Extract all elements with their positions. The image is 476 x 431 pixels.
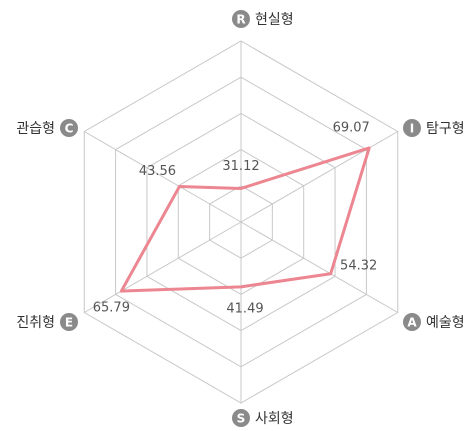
- spoke: [240, 221, 399, 313]
- value-label: 69.07: [333, 120, 370, 135]
- category-badge: [60, 119, 78, 137]
- category-badge: [232, 10, 250, 28]
- category-label: 진취형: [16, 315, 55, 331]
- spoke: [83, 131, 242, 223]
- category-label: 예술형: [426, 315, 465, 331]
- category-label: 현실형: [255, 12, 294, 28]
- value-label: 65.79: [93, 301, 130, 316]
- category-label: 탐구형: [426, 121, 465, 137]
- value-label: 54.32: [340, 258, 377, 273]
- category-badge-letter: E: [65, 316, 73, 330]
- category-badge-letter: S: [237, 412, 246, 426]
- category-badge-letter: A: [407, 316, 417, 330]
- spoke: [240, 131, 399, 223]
- category-badge: [232, 409, 250, 427]
- value-label: 31.12: [222, 159, 259, 174]
- data-line: [119, 146, 371, 293]
- category-label: 관습형: [16, 121, 55, 137]
- category-badge-letter: C: [65, 122, 74, 136]
- category-badge: [403, 313, 421, 331]
- category-badge-letter: R: [236, 13, 245, 27]
- category-label: 사회형: [255, 411, 294, 427]
- value-label: 41.49: [226, 301, 263, 316]
- category-badge: [60, 313, 78, 331]
- value-label: 43.56: [139, 164, 176, 179]
- category-badge-letter: I: [410, 122, 414, 136]
- spoke: [83, 221, 242, 313]
- category-badge: [403, 119, 421, 137]
